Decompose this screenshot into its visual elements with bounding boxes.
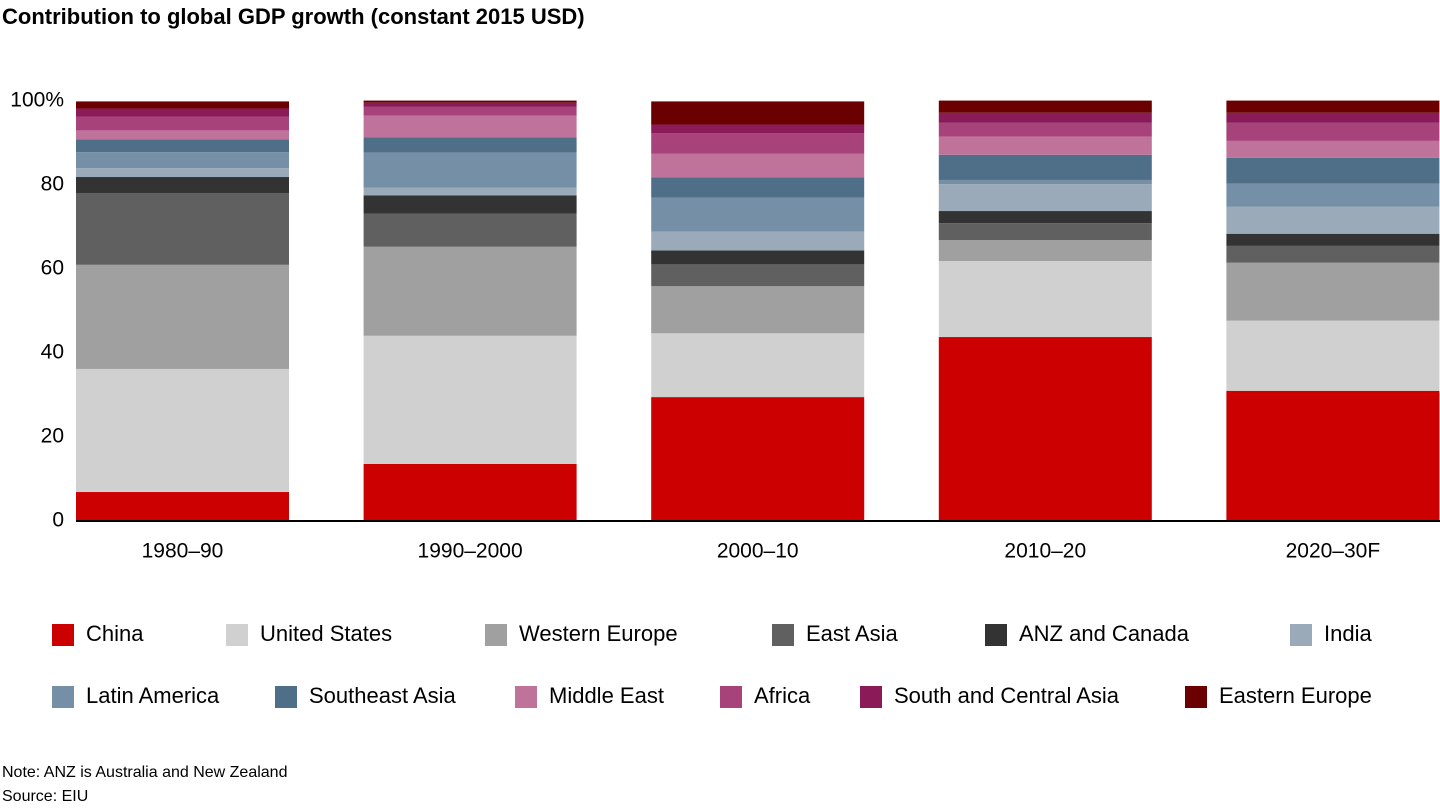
bar-segment xyxy=(938,112,1152,123)
y-tick-label: 80 xyxy=(41,173,64,196)
bar-segment xyxy=(938,136,1152,155)
bar-segment xyxy=(651,197,865,232)
x-tick-label: 1980–90 xyxy=(142,540,224,563)
bar-segment xyxy=(363,115,577,138)
bar-segment xyxy=(1226,112,1440,123)
y-tick-label: 40 xyxy=(41,341,64,364)
bar-segment xyxy=(651,264,865,287)
y-tick-label: 100% xyxy=(10,89,64,112)
bar-segment xyxy=(76,152,289,169)
legend-swatch xyxy=(772,624,794,646)
bar-segment xyxy=(363,187,577,196)
x-tick-label: 2020–30F xyxy=(1286,540,1381,563)
bar-segment xyxy=(938,179,1152,185)
x-tick-label: 2000–10 xyxy=(717,540,799,563)
bar-segment xyxy=(76,177,289,193)
bar-segment xyxy=(938,223,1152,241)
legend-swatch xyxy=(485,624,507,646)
legend-swatch xyxy=(720,686,742,708)
legend-label: Western Europe xyxy=(519,621,678,646)
bar-segment xyxy=(1226,320,1440,391)
legend-swatch xyxy=(52,624,74,646)
legend-swatch xyxy=(52,686,74,708)
bar-segment xyxy=(938,261,1152,338)
legend-label: East Asia xyxy=(806,621,898,646)
bar-segment xyxy=(363,463,577,521)
bar-segment xyxy=(363,246,577,336)
legend-swatch xyxy=(1290,624,1312,646)
legend-swatch xyxy=(226,624,248,646)
bar-segment xyxy=(76,192,289,265)
bar-segment xyxy=(938,154,1152,180)
bar-segment xyxy=(1226,390,1440,521)
bar-segment xyxy=(651,286,865,334)
bar-segment xyxy=(363,102,577,107)
legend-label: China xyxy=(86,621,144,646)
legend-swatch xyxy=(515,686,537,708)
bar-segment xyxy=(363,152,577,188)
bar-segment xyxy=(651,101,865,125)
bar-segment xyxy=(76,108,289,117)
bar-segment xyxy=(651,177,865,198)
bar-segment xyxy=(1226,233,1440,246)
bar-segment xyxy=(651,397,865,521)
bar-segment xyxy=(938,184,1152,212)
bar-segment xyxy=(363,100,577,103)
legend-label: South and Central Asia xyxy=(894,683,1120,708)
y-tick-label: 20 xyxy=(41,425,64,448)
bar-segment xyxy=(651,231,865,251)
bar-segment xyxy=(651,133,865,154)
x-tick-label: 2010–20 xyxy=(1004,540,1086,563)
bar-segment xyxy=(938,337,1152,521)
bar-segment xyxy=(363,137,577,153)
y-tick-label: 60 xyxy=(41,257,64,280)
legend-swatch xyxy=(860,686,882,708)
bar-segment xyxy=(651,153,865,178)
legend-swatch xyxy=(985,624,1007,646)
bar-segment xyxy=(1226,157,1440,184)
bar-segment xyxy=(1226,100,1440,113)
bar-segment xyxy=(938,100,1152,113)
legend-label: Africa xyxy=(754,683,811,708)
chart-title: Contribution to global GDP growth (const… xyxy=(2,4,585,29)
bar-segment xyxy=(76,130,289,140)
bar-segment xyxy=(76,264,289,369)
legend-label: India xyxy=(1324,621,1372,646)
bar-segment xyxy=(938,122,1152,137)
bar-segment xyxy=(938,211,1152,224)
bar-segment xyxy=(363,335,577,464)
bar-segment xyxy=(1226,183,1440,207)
y-tick-label: 0 xyxy=(52,509,64,532)
bar-segment xyxy=(651,124,865,134)
bar-segment xyxy=(76,139,289,153)
bar-segment xyxy=(1226,245,1440,263)
bar-segment xyxy=(363,106,577,116)
legend-swatch xyxy=(275,686,297,708)
bar-segment xyxy=(651,250,865,265)
bar-segment xyxy=(76,368,289,493)
legend-label: Eastern Europe xyxy=(1219,683,1372,708)
bar-segment xyxy=(363,213,577,247)
legend-swatch xyxy=(1185,686,1207,708)
bar-segment xyxy=(938,240,1152,262)
legend-label: Latin America xyxy=(86,683,220,708)
bar-segment xyxy=(76,116,289,131)
bar-segment xyxy=(1226,140,1440,158)
bar-segment xyxy=(651,333,865,398)
source: Source: EIU xyxy=(2,788,88,805)
legend-label: Middle East xyxy=(549,683,664,708)
legend-label: United States xyxy=(260,621,392,646)
bar-segment xyxy=(1226,122,1440,141)
bar-segment xyxy=(1226,262,1440,321)
bar-segment xyxy=(76,492,289,521)
note: Note: ANZ is Australia and New Zealand xyxy=(2,764,287,781)
legend-label: ANZ and Canada xyxy=(1019,621,1190,646)
legend-label: Southeast Asia xyxy=(309,683,457,708)
bar-segment xyxy=(363,195,577,214)
bar-segment xyxy=(76,168,289,178)
x-tick-label: 1990–2000 xyxy=(418,540,523,563)
bar-segment xyxy=(76,101,289,109)
bar-segment xyxy=(1226,206,1440,234)
